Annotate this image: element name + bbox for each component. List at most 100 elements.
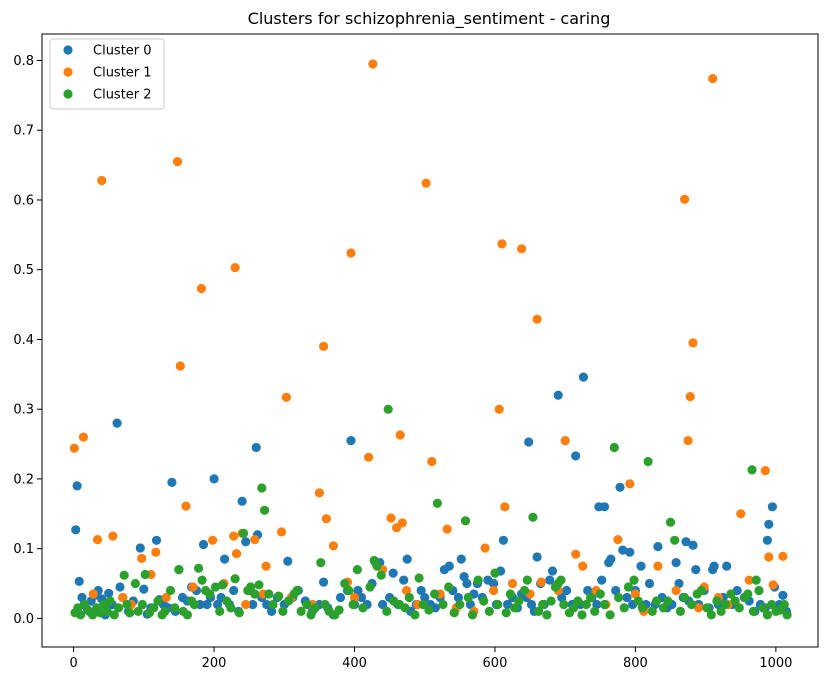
chart-title: Clusters for schizophrenia_sentiment - c… [248,9,611,29]
data-point [283,556,293,566]
data-point [748,606,759,617]
data-point [170,603,180,613]
data-point [283,596,294,606]
data-point [250,589,260,599]
data-point [376,570,386,580]
data-point [346,248,356,258]
data-point [165,585,176,596]
data-point [497,239,507,249]
data-point [622,592,632,603]
legend-box [49,38,165,110]
data-point [764,552,774,562]
data-point [462,578,472,589]
data-point [688,540,698,550]
data-point [348,599,358,610]
data-point [410,610,420,620]
data-point [702,603,712,613]
data-point [92,535,103,545]
data-point [592,599,602,610]
data-point [500,502,510,512]
data-point [229,531,239,541]
data-point [222,596,232,606]
data-point [238,528,249,538]
data-point [583,585,593,596]
data-point [489,585,499,596]
data-point [229,585,239,596]
data-point [119,570,129,580]
data-point [533,606,544,617]
data-point [706,610,716,620]
data-point [69,443,79,453]
data-point [522,575,532,585]
data-point [507,578,518,589]
y-axis: 0.0 0.1 0.2 0.3 0.4 0.5 0.6 0.7 0.8 [13,54,42,627]
data-point [210,582,221,592]
data-point [88,589,98,599]
data-point [553,390,563,400]
y-tick-label: 0.4 [13,333,34,348]
data-point [712,596,722,606]
data-point [139,584,149,594]
data-point [585,592,596,603]
data-point [105,596,115,606]
data-point [230,574,240,584]
data-point [691,565,701,575]
data-point [404,592,414,603]
data-point [340,578,350,589]
data-point [260,505,270,515]
data-point [562,585,572,596]
data-point [734,603,744,613]
data-point [352,565,362,575]
data-point [197,575,207,585]
data-point [651,596,662,606]
data-point [658,603,669,613]
data-point [73,603,83,613]
data-point [382,606,392,617]
series-cluster-1 [69,59,788,617]
data-point [744,575,754,585]
data-point [514,596,524,606]
data-point [599,502,610,512]
data-point [254,580,264,590]
data-point [571,549,581,559]
data-point [149,603,159,613]
data-point [182,610,192,620]
data-point [209,474,219,484]
data-point [573,596,583,606]
data-point [685,392,695,402]
x-tick-label: 200 [202,656,227,671]
data-point [430,589,440,599]
y-tick-label: 0.5 [13,263,34,278]
data-point [420,592,430,603]
data-point [509,603,520,613]
data-point [95,608,105,618]
data-point [467,610,478,620]
data-point [590,606,600,617]
data-point [220,554,230,564]
data-point [261,561,271,571]
data-point [251,442,261,453]
data-point [438,599,448,610]
data-point [196,283,206,294]
data-point [274,591,284,601]
data-point [760,466,770,476]
data-point [615,482,625,492]
data-point [490,568,500,578]
data-point [319,341,329,351]
data-point [444,561,454,571]
data-point [536,577,546,587]
data-point [267,606,277,617]
data-point [625,547,635,557]
data-point [606,554,616,564]
data-point [248,599,258,610]
data-point [250,535,260,545]
data-point [532,314,542,324]
data-point [160,606,170,617]
data-point [416,585,426,596]
x-tick-label: 0 [69,656,77,671]
data-point [268,599,278,610]
data-point [556,575,566,585]
data-point [140,569,150,580]
data-point [720,599,730,610]
data-point [716,606,726,617]
